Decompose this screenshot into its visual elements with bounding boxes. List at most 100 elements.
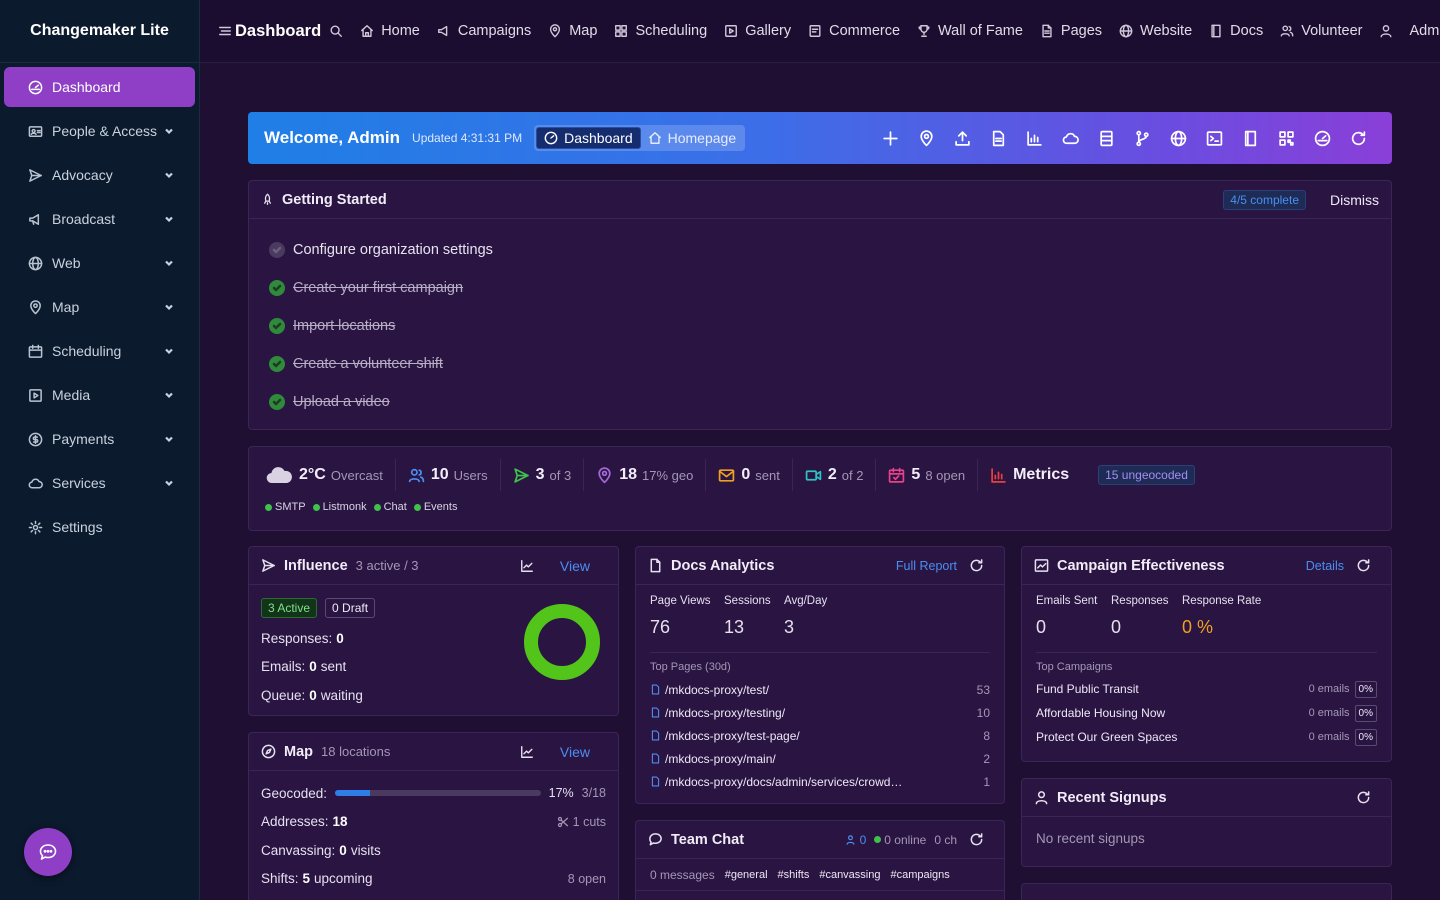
nav-volunteer[interactable]: Volunteer <box>1280 23 1362 39</box>
details-link[interactable]: Details <box>1305 558 1344 573</box>
git-button[interactable] <box>1124 130 1160 147</box>
checklist-item[interactable]: Configure organization settings <box>269 231 1371 269</box>
chevron-down-icon[interactable] <box>163 169 175 181</box>
sidebar-item-settings[interactable]: Settings <box>4 507 195 547</box>
upload-button[interactable] <box>944 130 980 147</box>
map-view-link[interactable]: View <box>559 743 590 760</box>
checklist-label: Upload a video <box>293 394 390 410</box>
chevron-down-icon[interactable] <box>163 257 175 269</box>
cloud-icon <box>266 467 292 484</box>
nav-pages[interactable]: Pages <box>1040 23 1102 39</box>
top-page-row[interactable]: /mkdocs-proxy/docs/admin/services/crowd…… <box>650 770 990 793</box>
ungeocoded-badge[interactable]: 15 ungeocoded <box>1098 465 1195 485</box>
shifts-label: Shifts: <box>261 871 299 887</box>
bookmark-button[interactable] <box>1232 130 1268 147</box>
checklist-item[interactable]: Create your first campaign <box>269 269 1371 307</box>
campaign-row[interactable]: Fund Public Transit 0 emails 0% <box>1036 677 1377 701</box>
chevron-down-icon[interactable] <box>163 433 175 445</box>
line-chart-icon[interactable] <box>520 559 534 573</box>
sidebar-item-dashboard[interactable]: Dashboard <box>4 67 195 107</box>
sidebar-item-services[interactable]: Services <box>4 463 195 503</box>
docs-analytics-card: Docs Analytics Full Report Page Views 76 … <box>635 546 1005 804</box>
users-stat[interactable]: 10 Users <box>408 459 501 491</box>
line-chart-icon[interactable] <box>520 745 534 759</box>
channel-tag[interactable]: #shifts <box>777 868 810 881</box>
trend-chart-icon <box>1034 559 1049 572</box>
column-left: Influence 3 active / 3 View 3 Active 0 D… <box>248 546 619 900</box>
web-button[interactable] <box>1160 130 1196 147</box>
nav-scheduling[interactable]: Scheduling <box>614 23 707 39</box>
nav-website[interactable]: Website <box>1119 23 1192 39</box>
nav-home[interactable]: Home <box>360 23 420 39</box>
view-dashboard-button[interactable]: Dashboard <box>536 127 641 149</box>
refresh-icon[interactable] <box>1356 558 1371 573</box>
refresh-icon[interactable] <box>969 558 984 573</box>
videos-stat[interactable]: 2 of 2 <box>805 459 877 491</box>
sidebar-item-media[interactable]: Media <box>4 375 195 415</box>
nav-campaigns[interactable]: Campaigns <box>437 23 531 39</box>
canvassing-value: 0 <box>339 842 347 858</box>
chevron-down-icon[interactable] <box>163 213 175 225</box>
locations-stat[interactable]: 18 17% geo <box>596 459 707 491</box>
sidebar-item-label: Payments <box>52 431 115 447</box>
dismiss-button[interactable]: Dismiss <box>1330 191 1379 208</box>
qr-code-button[interactable] <box>1268 130 1304 147</box>
menu-toggle[interactable]: Dashboard <box>218 22 343 41</box>
sidebar-item-scheduling[interactable]: Scheduling <box>4 331 195 371</box>
full-report-link[interactable]: Full Report <box>895 558 957 573</box>
checklist-item[interactable]: Create a volunteer shift <box>269 345 1371 383</box>
terminal-button[interactable] <box>1196 130 1232 147</box>
view-switcher: Dashboard Homepage <box>534 125 746 151</box>
channel-tag[interactable]: #campaigns <box>890 868 950 881</box>
chevron-down-icon[interactable] <box>163 301 175 313</box>
sidebar-item-web[interactable]: Web <box>4 243 195 283</box>
add-button[interactable] <box>872 130 908 147</box>
chevron-down-icon[interactable] <box>163 477 175 489</box>
checklist-item[interactable]: Upload a video <box>269 383 1371 421</box>
monitor-button[interactable] <box>1304 130 1340 147</box>
refresh-icon[interactable] <box>1356 790 1371 805</box>
nav-label: Gallery <box>745 23 792 39</box>
chat-launcher-button[interactable] <box>24 828 72 876</box>
services-button[interactable] <box>1052 130 1088 147</box>
chart-button[interactable] <box>1016 130 1052 147</box>
document-button[interactable] <box>980 130 1016 147</box>
sidebar-item-broadcast[interactable]: Broadcast <box>4 199 195 239</box>
location-button[interactable] <box>908 129 944 147</box>
campaign-row[interactable]: Protect Our Green Spaces 0 emails 0% <box>1036 725 1377 749</box>
chat-users: 0 <box>859 832 867 847</box>
chevron-down-icon[interactable] <box>163 389 175 401</box>
sidebar-item-advocacy[interactable]: Advocacy <box>4 155 195 195</box>
emails-stat[interactable]: 0 sent <box>718 459 793 491</box>
chevron-down-icon[interactable] <box>163 125 175 137</box>
sidebar-item-map[interactable]: Map <box>4 287 195 327</box>
channel-tag[interactable]: #canvassing <box>819 868 881 881</box>
campaigns-stat[interactable]: 3 of 3 <box>513 459 585 491</box>
channel-tag[interactable]: #general <box>724 868 768 881</box>
database-button[interactable] <box>1088 130 1124 147</box>
nav-gallery[interactable]: Gallery <box>724 23 791 39</box>
influence-view-link[interactable]: View <box>559 557 590 574</box>
sidebar-item-people-access[interactable]: People & Access <box>4 111 195 151</box>
checklist-item[interactable]: Import locations <box>269 307 1371 345</box>
chevron-down-icon[interactable] <box>163 345 175 357</box>
top-page-row[interactable]: /mkdocs-proxy/main/2 <box>650 747 990 770</box>
refresh-button[interactable] <box>1340 130 1376 147</box>
top-page-row[interactable]: /mkdocs-proxy/test-page/8 <box>650 724 990 747</box>
nav-docs[interactable]: Docs <box>1209 23 1263 39</box>
search-icon[interactable] <box>329 24 343 38</box>
nav-commerce[interactable]: Commerce <box>808 23 900 39</box>
shifts-stat[interactable]: 5 8 open <box>888 459 979 491</box>
campaign-row[interactable]: Affordable Housing Now 0 emails 0% <box>1036 701 1377 725</box>
metrics-link[interactable]: Metrics <box>990 459 1086 491</box>
nav-admin-user[interactable]: Admi <box>1379 23 1440 39</box>
nav-map[interactable]: Map <box>548 23 597 39</box>
refresh-icon[interactable] <box>969 832 984 847</box>
nav-wall-of-fame[interactable]: Wall of Fame <box>917 23 1023 39</box>
top-page-row[interactable]: /mkdocs-proxy/testing/10 <box>650 701 990 724</box>
top-page-row[interactable]: /mkdocs-proxy/test/53 <box>650 678 990 701</box>
view-homepage-button[interactable]: Homepage <box>641 127 744 149</box>
sidebar-item-payments[interactable]: Payments <box>4 419 195 459</box>
app-title[interactable]: Changemaker Lite <box>0 0 199 63</box>
chat-bubble-icon <box>649 833 662 846</box>
